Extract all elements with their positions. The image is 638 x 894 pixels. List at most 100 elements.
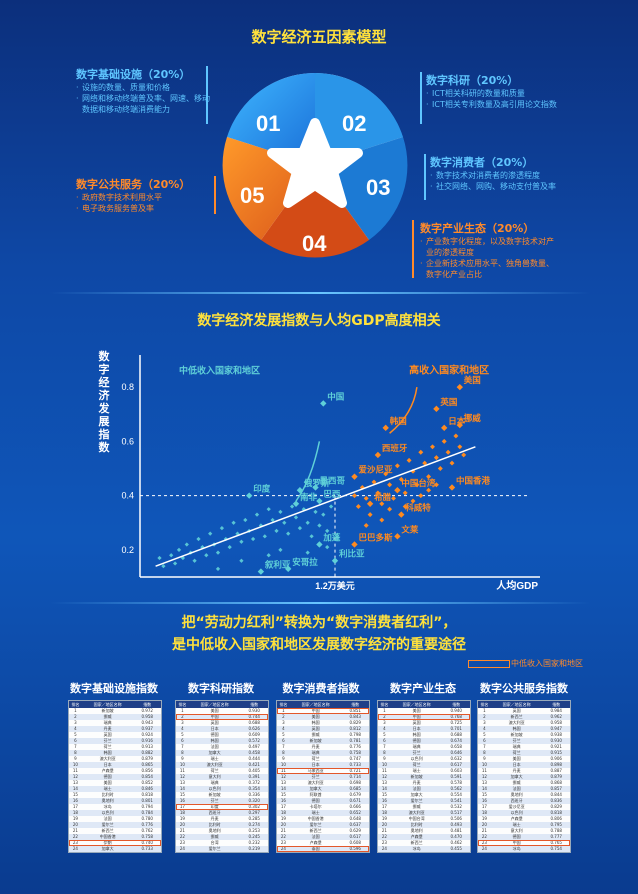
table-cell: 0.517 bbox=[450, 810, 462, 815]
header-cell: 国家／地区名称 bbox=[502, 702, 531, 707]
table-cell: 0.829 bbox=[349, 720, 361, 725]
table-cell: 0.958 bbox=[550, 720, 562, 725]
table-row: 10 日本 0.898 bbox=[478, 762, 570, 768]
data-point bbox=[374, 451, 382, 459]
table-cell: 13 bbox=[381, 780, 387, 785]
data-point-high bbox=[367, 512, 373, 518]
table-cell: 20 bbox=[280, 822, 286, 827]
table-cell: 奥地利 bbox=[410, 828, 423, 833]
data-point-high bbox=[437, 466, 443, 471]
table-cell: 0.943 bbox=[141, 720, 153, 725]
table-cell: 0.671 bbox=[349, 798, 361, 803]
table-row: 23 伊朗 0.740 bbox=[69, 840, 161, 846]
factor-head: 数字产业生态（20%） bbox=[420, 222, 535, 235]
table-cell: 以色列 bbox=[510, 810, 523, 815]
table-cell: 13 bbox=[179, 780, 185, 785]
table-cell: 0.781 bbox=[349, 738, 361, 743]
table-cell: 瑞典 bbox=[512, 744, 521, 749]
table-cell: 1 bbox=[74, 708, 77, 713]
table-row: 5 挪威 0.798 bbox=[277, 732, 369, 738]
table-row: 18 瑞士 0.652 bbox=[277, 810, 369, 816]
table-cell: 0.629 bbox=[349, 828, 361, 833]
table-row: 6 德国 0.674 bbox=[378, 738, 470, 744]
table-cell: 12 bbox=[179, 774, 185, 779]
connector bbox=[214, 176, 216, 214]
table-cell: 0.596 bbox=[349, 846, 361, 851]
table-row: 17 挪威 0.532 bbox=[378, 804, 470, 810]
table-cell: 6 bbox=[282, 738, 285, 743]
table-row: 17 卡塔尔 0.666 bbox=[277, 804, 369, 810]
table-cell: 11 bbox=[179, 768, 185, 773]
table-cell: 11 bbox=[280, 768, 286, 773]
table-cell: 5 bbox=[181, 732, 184, 737]
table-cell: 10 bbox=[72, 762, 78, 767]
table-row: 4 韩国 0.947 bbox=[478, 726, 570, 732]
table-cell: 0.297 bbox=[248, 810, 260, 815]
table-cell: 法国 bbox=[210, 744, 219, 749]
table-cell: 爱尔兰 bbox=[101, 822, 114, 827]
table-cell: 芬兰 bbox=[210, 798, 219, 803]
table-cell: 瑞典 bbox=[103, 720, 112, 725]
table-row: 11 马来西亚 0.721 bbox=[277, 768, 369, 774]
table-cell: 23 bbox=[481, 840, 487, 845]
data-point-low bbox=[215, 550, 221, 555]
table-cell: 0.846 bbox=[141, 786, 153, 791]
table-cell: 0.302 bbox=[248, 804, 260, 809]
table-row: 24 冰岛 0.754 bbox=[478, 846, 570, 852]
table-cell: 加拿大 bbox=[101, 846, 114, 851]
table-cell: 0.747 bbox=[349, 756, 361, 761]
table-row: 20 爱尔兰 0.637 bbox=[277, 822, 369, 828]
table-cell: 德国 bbox=[311, 798, 320, 803]
data-point-low bbox=[172, 561, 178, 566]
table-cell: 加拿大 bbox=[510, 774, 523, 779]
table-row: 1 英国 0.984 bbox=[478, 708, 570, 714]
factor-item: ICT相关科研的数量和质量 bbox=[426, 88, 566, 99]
five-factor-wheel: 01 02 03 04 05 bbox=[222, 72, 408, 258]
table-cell: 日本 bbox=[512, 762, 521, 767]
table-cell: 0.688 bbox=[248, 720, 260, 725]
legend-swatch bbox=[468, 660, 510, 668]
data-point-high bbox=[402, 504, 408, 509]
table-row: 18 西班牙 0.297 bbox=[176, 810, 268, 816]
table-cell: 22 bbox=[280, 834, 286, 839]
table-row: 6 韩国 0.572 bbox=[176, 738, 268, 744]
table-cell: 6 bbox=[483, 738, 486, 743]
table-title: 数字基础设施指数 bbox=[70, 682, 158, 695]
table-row: 14 以色列 0.354 bbox=[176, 786, 268, 792]
table-cell: 丹麦 bbox=[311, 744, 320, 749]
table-cell: 芬兰 bbox=[103, 738, 112, 743]
segment-label-04: 04 bbox=[302, 231, 327, 256]
table-cell: 新加坡 bbox=[309, 738, 322, 743]
table-cell: 爱沙尼亚 bbox=[508, 804, 525, 809]
header-cell: 指数 bbox=[452, 702, 461, 707]
data-label: 挪威 bbox=[464, 413, 482, 423]
table-row: 15 加拿大 0.554 bbox=[378, 792, 470, 798]
table-cell: 澳大利亚 bbox=[508, 720, 525, 725]
table-cell: 22 bbox=[481, 834, 487, 839]
table-cell: 0.843 bbox=[349, 714, 361, 719]
table-cell: 卢森堡 bbox=[410, 834, 423, 839]
table-row: 2 中国 0.768 bbox=[378, 714, 470, 720]
data-point-low bbox=[266, 553, 271, 558]
table-cell: 0.674 bbox=[450, 738, 462, 743]
table-cell: 0.658 bbox=[450, 744, 462, 749]
table-row: 3 瑞典 0.943 bbox=[69, 720, 161, 726]
data-label: 爱沙尼亚 bbox=[359, 465, 394, 475]
table-cell: 0.768 bbox=[450, 714, 462, 719]
data-point-high bbox=[453, 433, 459, 439]
data-point-low bbox=[243, 517, 248, 523]
table-cell: 比利时 bbox=[208, 822, 221, 827]
table-row: 3 英国 0.688 bbox=[176, 720, 268, 726]
table-row: 9 瑞士 0.444 bbox=[176, 756, 268, 762]
table-row: 4 日本 0.701 bbox=[378, 726, 470, 732]
table-cell: 10 bbox=[179, 762, 185, 767]
table-cell: 3 bbox=[282, 720, 285, 725]
table-cell: 瑞士 bbox=[311, 810, 320, 815]
table-row: 9 美国 0.906 bbox=[478, 756, 570, 762]
table-row: 9 以色列 0.632 bbox=[378, 756, 470, 762]
table-cell: 4 bbox=[282, 726, 285, 731]
table-cell: 20 bbox=[481, 822, 487, 827]
data-point-high bbox=[379, 501, 385, 507]
table-cell: 21 bbox=[179, 828, 185, 833]
